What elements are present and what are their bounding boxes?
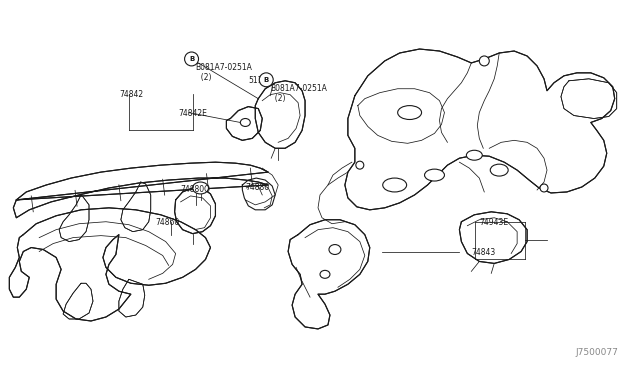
Polygon shape	[561, 79, 617, 119]
Polygon shape	[255, 81, 305, 148]
Ellipse shape	[241, 119, 250, 126]
Polygon shape	[460, 212, 527, 263]
Text: 74943E: 74943E	[479, 218, 508, 227]
Ellipse shape	[383, 178, 406, 192]
Ellipse shape	[490, 164, 508, 176]
Polygon shape	[59, 195, 89, 241]
Text: B081A7-0251A
  (2): B081A7-0251A (2)	[270, 84, 327, 103]
Text: 74880: 74880	[245, 183, 269, 192]
Ellipse shape	[193, 182, 209, 194]
Text: J7500077: J7500077	[576, 348, 619, 357]
Text: B: B	[189, 56, 194, 62]
Text: 74860: 74860	[156, 218, 180, 227]
Text: 74842E: 74842E	[179, 109, 207, 118]
Polygon shape	[10, 208, 211, 321]
Polygon shape	[288, 220, 370, 329]
Text: 51150: 51150	[248, 76, 273, 85]
Ellipse shape	[320, 270, 330, 278]
Circle shape	[259, 73, 273, 87]
Ellipse shape	[329, 244, 341, 254]
Polygon shape	[13, 162, 268, 218]
Polygon shape	[345, 49, 614, 210]
Polygon shape	[63, 283, 93, 319]
Ellipse shape	[397, 106, 422, 119]
Text: B: B	[264, 77, 269, 83]
Ellipse shape	[540, 184, 548, 192]
Polygon shape	[121, 182, 151, 232]
Circle shape	[184, 52, 198, 66]
Text: B081A7-0251A
  (2): B081A7-0251A (2)	[196, 63, 252, 82]
Polygon shape	[119, 279, 145, 317]
Text: 74880Q: 74880Q	[180, 185, 211, 194]
Text: 74843: 74843	[471, 247, 495, 257]
Ellipse shape	[356, 161, 364, 169]
Ellipse shape	[424, 169, 444, 181]
Ellipse shape	[479, 56, 489, 66]
Polygon shape	[175, 188, 216, 234]
Ellipse shape	[467, 150, 483, 160]
Text: 74842: 74842	[119, 90, 143, 99]
Polygon shape	[227, 107, 262, 140]
